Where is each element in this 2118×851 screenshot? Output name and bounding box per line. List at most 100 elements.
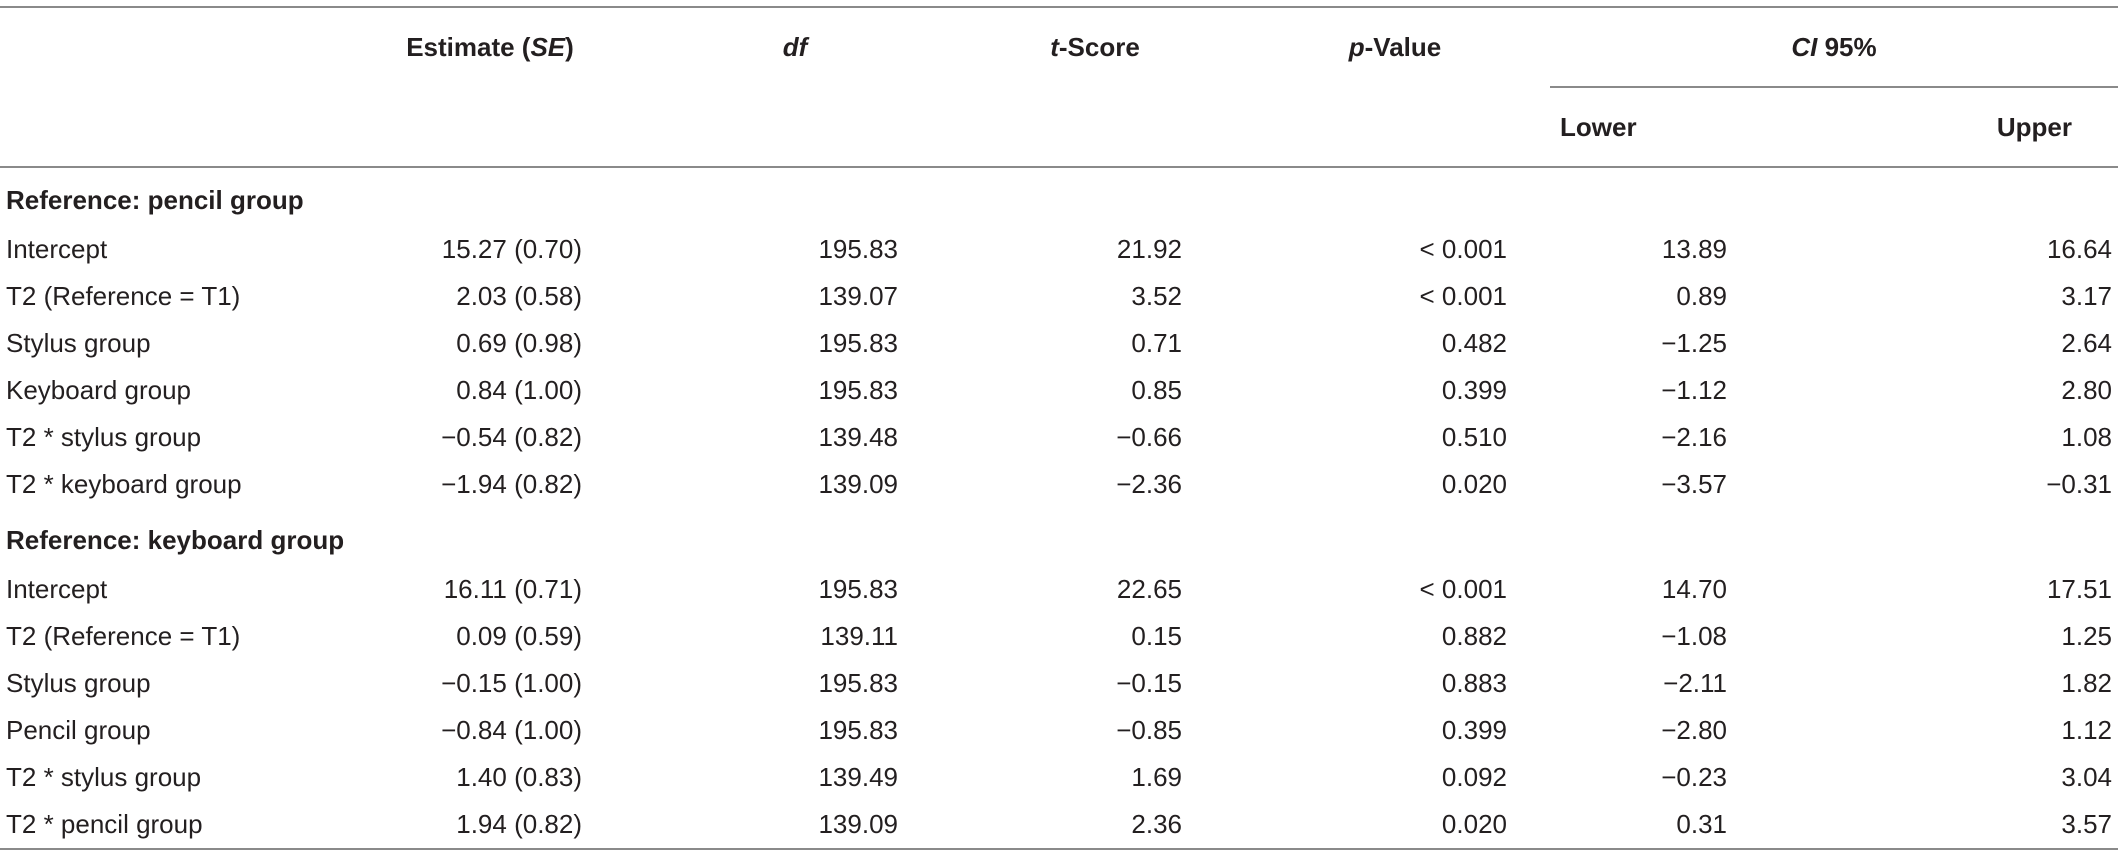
table-row: T2 * stylus group 1.40 (0.83) 139.49 1.69 0.… [0,754,2118,801]
cell-t-score: 0.85 [1131,375,1182,405]
cell-estimate: 1.40 (0.83) [456,762,582,792]
cell-estimate: 16.11 (0.71) [443,574,582,604]
cell-ci-upper: 1.82 [2061,668,2113,698]
cell-t-score: 0.15 [1131,621,1182,651]
cell-p-value: 0.399 [1441,715,1507,745]
cell-ci-lower: 0.89 [1676,281,1727,311]
cell-label: T2 (Reference = T1) [6,281,241,311]
cell-estimate: 2.03 (0.58) [456,281,582,311]
cell-t-score: −0.15 [1116,668,1182,698]
cell-ci-lower: 13.89 [1661,234,1727,264]
cell-ci-upper: 16.64 [2046,234,2113,264]
cell-label: T2 * keyboard group [6,469,242,499]
table-row: Pencil group −0.84 (1.00) 195.83 −0.85 0.399… [0,707,2118,754]
cell-p-value: 0.092 [1441,762,1507,792]
cell-t-score: −0.85 [1116,715,1182,745]
table-row: Intercept 15.27 (0.70) 195.83 21.92 < 0.001 1… [0,226,2118,273]
cell-p-value: 0.510 [1441,422,1507,452]
cell-ci-lower: −2.11 [1663,668,1727,698]
cell-df: 139.07 [818,281,898,311]
cell-df: 139.09 [818,809,898,839]
cell-ci-upper: 17.51 [2046,574,2113,604]
cell-df: 139.48 [818,422,898,452]
cell-ci-upper: 1.12 [2061,715,2113,745]
cell-ci-upper: 3.17 [2061,281,2113,311]
cell-p-value: < 0.001 [1419,281,1507,311]
section-title: Reference: pencil group [6,184,304,215]
cell-label: T2 * pencil group [6,809,203,839]
header-ci-upper: Upper [1996,111,2073,142]
section-header-row: Reference: pencil group [0,167,2118,226]
cell-df: 195.83 [818,574,898,604]
table-row: Intercept 16.11 (0.71) 195.83 22.65 < 0.001 1… [0,566,2118,613]
cell-t-score: 3.52 [1131,281,1182,311]
cell-label: Intercept [6,574,108,604]
cell-p-value: 0.399 [1441,375,1507,405]
cell-ci-lower: −2.80 [1661,715,1727,745]
cell-ci-lower: −1.08 [1661,621,1727,651]
table-row: T2 (Reference = T1) 0.09 (0.59) 139.11 0.15… [0,613,2118,660]
header-t-score: t-Score [1050,32,1140,62]
cell-t-score: 2.36 [1131,809,1182,839]
cell-ci-upper: 2.64 [2061,328,2113,358]
cell-t-score: 22.65 [1116,574,1182,604]
cell-df: 195.83 [818,715,898,745]
table-header: Estimate (SE) df t-Score p-Value CI 95% … [0,7,2118,167]
cell-estimate: 0.84 (1.00) [456,375,582,405]
cell-estimate: 15.27 (0.70) [441,234,582,264]
cell-t-score: −2.36 [1116,469,1182,499]
table-row: Stylus group −0.15 (1.00) 195.83 −0.15 0.883… [0,660,2118,707]
cell-t-score: 21.92 [1116,234,1182,264]
cell-label: T2 * stylus group [6,422,202,452]
cell-label: Keyboard group [6,375,192,405]
cell-ci-upper: 2.80 [2061,375,2113,405]
cell-label: T2 * stylus group [6,762,202,792]
header-ci-lower: Lower [1560,111,1637,142]
results-table: Estimate (SE) df t-Score p-Value CI 95% … [0,6,2118,850]
cell-label: Stylus group [6,328,151,358]
cell-p-value: 0.883 [1441,668,1507,698]
cell-estimate: 0.09 (0.59) [456,621,582,651]
cell-df: 195.83 [818,375,898,405]
section-title: Reference: keyboard group [6,524,345,555]
cell-estimate: −1.94 (0.82) [441,469,582,499]
table-row: T2 * keyboard group −1.94 (0.82) 139.09 −2.… [0,461,2118,508]
cell-df: 139.11 [820,621,898,651]
cell-ci-upper: 3.57 [2061,809,2113,839]
table-row: Stylus group 0.69 (0.98) 195.83 0.71 0.482 −1… [0,320,2118,367]
cell-df: 195.83 [818,328,898,358]
cell-ci-upper: 1.25 [2061,621,2113,651]
cell-label: Intercept [6,234,108,264]
cell-ci-lower: 14.70 [1661,574,1727,604]
header-p-value: p-Value [1348,32,1442,62]
cell-t-score: −0.66 [1116,422,1182,452]
table-row: Keyboard group 0.84 (1.00) 195.83 0.85 0.399… [0,367,2118,414]
header-ci: CI 95% [1550,7,2118,88]
cell-ci-lower: −0.23 [1661,762,1727,792]
header-estimate: Estimate (SE) [406,32,574,62]
cell-ci-upper: 3.04 [2061,762,2113,792]
cell-ci-lower: −3.57 [1661,469,1727,499]
cell-p-value: 0.882 [1441,621,1507,651]
cell-p-value: < 0.001 [1419,234,1507,264]
cell-estimate: 0.69 (0.98) [456,328,582,358]
cell-p-value: 0.020 [1441,469,1507,499]
cell-df: 139.49 [818,762,898,792]
cell-estimate: −0.15 (1.00) [441,668,582,698]
cell-ci-upper: −0.31 [2046,469,2113,499]
cell-ci-lower: 0.31 [1676,809,1727,839]
table-row: T2 * stylus group −0.54 (0.82) 139.48 −0.66… [0,414,2118,461]
cell-label: Pencil group [6,715,151,745]
cell-df: 195.83 [818,234,898,264]
cell-estimate: 1.94 (0.82) [456,809,582,839]
cell-p-value: 0.482 [1441,328,1507,358]
cell-label: T2 (Reference = T1) [6,621,241,651]
table-body: Reference: pencil group Intercept 15.27 (0… [0,167,2118,849]
cell-ci-lower: −1.12 [1661,375,1727,405]
cell-ci-lower: −2.16 [1661,422,1727,452]
header-empty [0,7,340,87]
cell-t-score: 1.69 [1131,762,1182,792]
table-row: T2 * pencil group 1.94 (0.82) 139.09 2.36 0.… [0,801,2118,849]
cell-p-value: 0.020 [1441,809,1507,839]
